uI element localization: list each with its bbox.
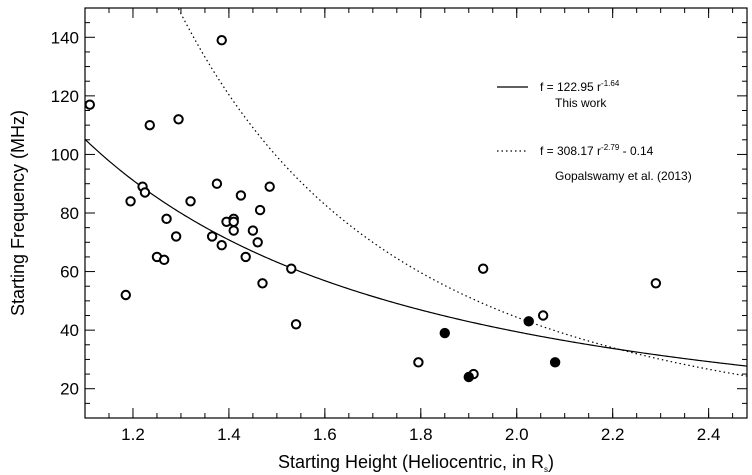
legend-label-2: Gopalswamy et al. (2013): [555, 169, 692, 183]
open-point-3: [125, 196, 136, 207]
open-point-20: [228, 216, 239, 227]
open-point-26: [257, 278, 268, 289]
x-axis-title: Starting Height (Heliocentric, in Rs): [278, 452, 554, 474]
x-tick-label: 2.2: [601, 425, 625, 444]
plot-frame: [84, 7, 748, 419]
x-tick-label: 1.6: [313, 425, 337, 444]
open-point-9: [161, 213, 172, 225]
legend-equation-1: f = 122.95 r-1.64: [540, 79, 620, 94]
filled-point-3: [523, 316, 534, 327]
open-point-8: [158, 254, 170, 266]
open-point-25: [254, 204, 266, 216]
x-tick-label: 2.4: [697, 425, 721, 444]
x-tick-label: 2.0: [505, 425, 529, 444]
open-point-23: [247, 225, 259, 236]
y-tick-label: 120: [51, 87, 79, 106]
open-point-30: [413, 357, 424, 368]
y-tick-label: 80: [60, 204, 79, 223]
y-tick-label: 100: [51, 145, 79, 164]
y-tick-label: 60: [60, 263, 79, 282]
data-points: [85, 35, 662, 383]
open-point-10: [170, 231, 182, 242]
open-point-15: [216, 35, 227, 46]
fit-curve-1: [85, 138, 747, 367]
y-axis-title: Starting Frequency (MHz): [8, 110, 28, 316]
open-point-29: [290, 319, 302, 330]
axis-ticks: 1.2 1.4 1.6 1.8 2.0 2.2 2.4 20 40 60 80 100 120 140: [51, 7, 747, 444]
open-point-22: [240, 251, 251, 263]
open-point-16: [216, 240, 227, 251]
open-point-13: [206, 231, 218, 242]
fit-curves: [85, 8, 747, 377]
open-point-2: [120, 289, 131, 301]
open-point-6: [144, 119, 155, 131]
filled-point-2: [463, 371, 474, 383]
y-tick-label: 40: [60, 321, 79, 340]
open-point-1: [85, 99, 95, 110]
open-point-32: [477, 263, 489, 274]
filled-point-1: [439, 327, 450, 339]
open-point-34: [650, 278, 662, 289]
open-point-24: [252, 237, 263, 248]
legend: f = 122.95 r-1.64 This work f = 308.17 r-2…: [497, 79, 692, 183]
x-tick-label: 1.4: [217, 425, 241, 444]
x-tick-label: 1.8: [409, 425, 433, 444]
open-point-12: [185, 196, 196, 207]
open-point-28: [286, 263, 297, 274]
open-point-33: [537, 310, 549, 321]
fit-curve-2: [177, 8, 747, 377]
y-tick-label: 20: [60, 380, 79, 399]
filled-point-4: [549, 357, 561, 368]
open-point-21: [235, 190, 247, 201]
legend-label-1: This work: [555, 96, 607, 110]
open-point-11: [173, 114, 184, 125]
open-point-19: [228, 225, 239, 236]
x-tick-label: 1.2: [121, 425, 145, 444]
open-point-5: [139, 187, 151, 198]
y-tick-label: 140: [51, 28, 79, 47]
open-point-14: [211, 178, 223, 189]
open-point-27: [264, 181, 275, 192]
legend-equation-2: f = 308.17 r-2.79 - 0.14: [540, 143, 654, 158]
